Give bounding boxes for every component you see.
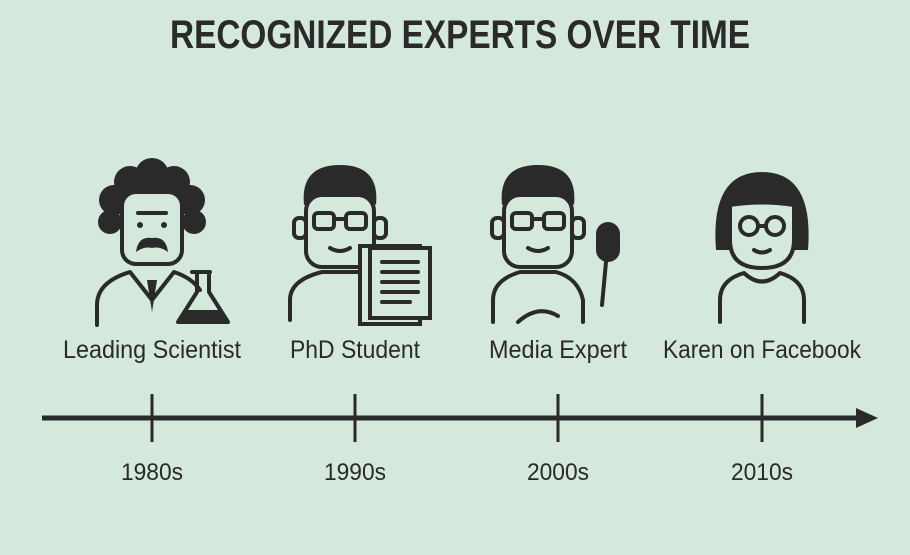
phd-student-icon	[288, 165, 432, 326]
decade-label: 2010s	[731, 459, 793, 486]
timeline-ticks	[150, 394, 764, 442]
expert-label: Media Expert	[489, 336, 627, 364]
title: RECOGNIZED EXPERTS OVER TIME	[170, 13, 750, 57]
scientist-icon	[95, 158, 230, 327]
decade-label: 1990s	[324, 459, 386, 486]
decade-label: 2000s	[527, 459, 589, 486]
timeline-arrow	[856, 408, 878, 428]
media-expert-icon	[490, 165, 620, 324]
expert-label: PhD Student	[290, 336, 420, 364]
expert-label: Karen on Facebook	[663, 336, 861, 364]
expert-label: Leading Scientist	[63, 336, 241, 364]
decade-label: 1980s	[121, 459, 183, 486]
karen-icon	[715, 172, 809, 324]
